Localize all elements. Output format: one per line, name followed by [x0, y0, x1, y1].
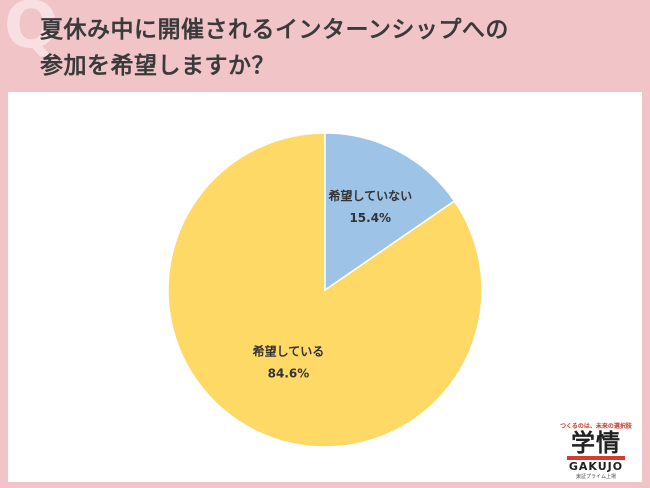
slice-value-0: 84.6% [268, 366, 310, 380]
title-line-1: 夏休み中に開催されるインターンシップへの [40, 17, 509, 43]
logo-roman: GAKUJO [568, 460, 624, 473]
title-line-2: 参加を希望しますか？ [40, 53, 275, 79]
slice-label-1: 希望していない [327, 188, 412, 203]
q-mark-decoration: Q [4, 0, 59, 63]
page-title: 夏休み中に開催されるインターンシップへの 参加を希望しますか？ [40, 12, 509, 84]
chart-panel: 希望している 84.6% 希望していない 15.4% [8, 92, 642, 482]
logo-bar [567, 456, 625, 460]
slice-value-1: 15.4% [349, 211, 391, 225]
logo-subtext: 東証プライム上場 [576, 474, 616, 480]
gakujo-logo: つくるのは、未来の選択肢 学情 GAKUJO 東証プライム上場 [554, 421, 638, 480]
pie-slice-1 [324, 132, 456, 292]
slice-label-0: 希望している [252, 343, 325, 358]
pie-chart: 希望している 84.6% 希望していない 15.4% [167, 132, 483, 448]
logo-tagline: つくるのは、未来の選択肢 [560, 423, 632, 430]
logo-kanji: 学情 [571, 428, 621, 457]
